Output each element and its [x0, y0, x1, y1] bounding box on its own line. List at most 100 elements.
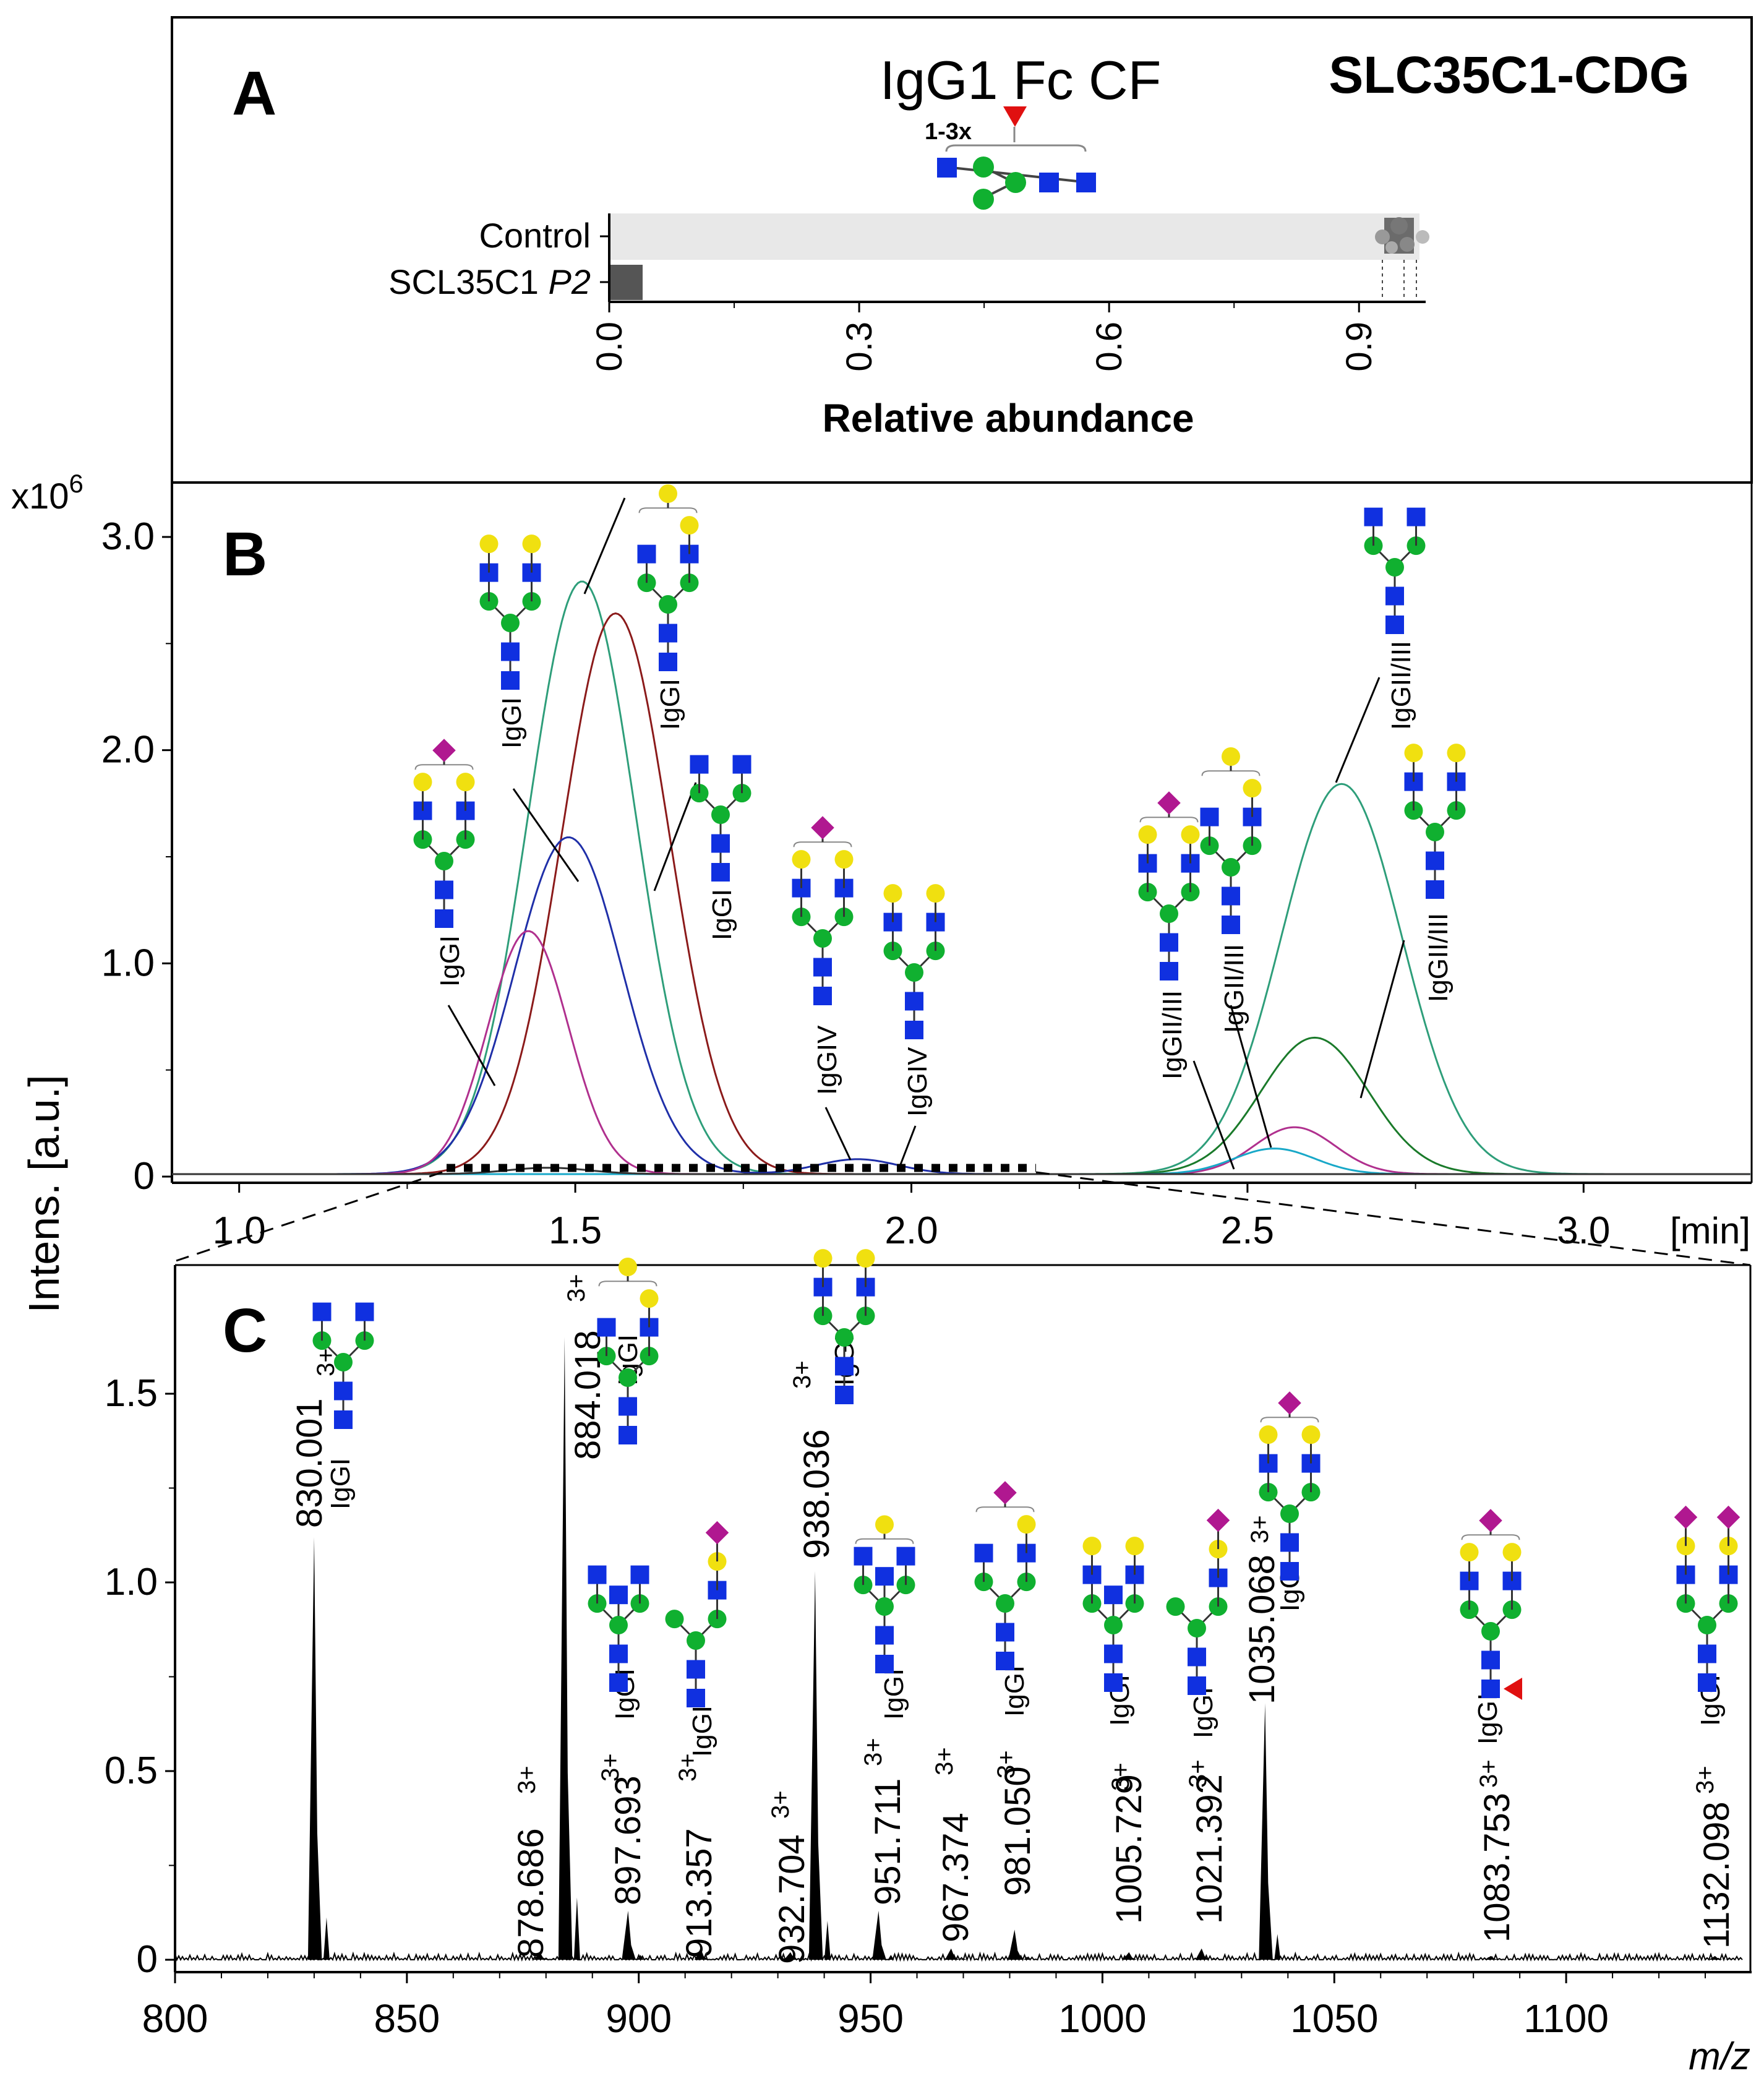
panel-c-glycan-icons: [312, 1249, 1740, 1707]
c-isotope-9: [1024, 1957, 1030, 1960]
c-isotope-11: [1210, 1959, 1217, 1960]
c-glycan-icon-7: [1082, 1537, 1144, 1692]
b-xtick-label-3: 2.5: [1221, 1209, 1274, 1252]
c-xtick-label-2: 900: [606, 1996, 672, 2041]
c-peak-label-12: 1035.068: [1242, 1555, 1282, 1704]
c-charge-label-6: 3+: [789, 1360, 816, 1389]
c-glycan-icon-1: [597, 1257, 659, 1444]
c-peak-3: [622, 1910, 636, 1960]
c-xtick-label-3: 950: [837, 1996, 904, 2041]
peak-subclass-labels: IgGI IgGI IgGI IgGI IgGIV IgGIV IgGII/II…: [435, 641, 1454, 1117]
c-ytick-label-0: 0: [137, 1938, 158, 1981]
c-peak-13: [1484, 1955, 1499, 1960]
c-peak-label-7: 951.711: [868, 1779, 908, 1905]
peak-label-b8: IgGII/III: [1219, 944, 1249, 1033]
c-isotope-10: [1138, 1959, 1145, 1960]
c-peak-0: [307, 1537, 322, 1960]
panel-a-frame: [171, 16, 1753, 484]
c-isotope-14: [1724, 1959, 1731, 1960]
c-subclass-label-9: IgGI: [1000, 1665, 1030, 1717]
c-charge-label-2: 3+: [563, 1274, 590, 1302]
c-glycan-icon-6: [974, 1481, 1036, 1670]
c-xtick-label-5: 1050: [1290, 1996, 1378, 2041]
c-peak-4: [694, 1948, 709, 1960]
a-tick-label-0: 0.0: [589, 322, 630, 372]
c-isotope-12: [1274, 1934, 1281, 1960]
c-charge-label-4: 3+: [674, 1753, 701, 1782]
glycan-multiplicity: 1-3x: [925, 119, 972, 145]
c-glycan-icon-0: [312, 1302, 374, 1429]
c-peak-11: [1195, 1948, 1210, 1960]
panel-c-x-ticks: 800 850 900 950 1000 1050 1100: [142, 1972, 1706, 2041]
c-isotope-7: [888, 1955, 894, 1960]
panel-a-title: IgG1 Fc CF: [880, 49, 1162, 111]
c-glycan-icon-3: [665, 1521, 729, 1707]
peak-label-b10: IgGII/III: [1423, 913, 1454, 1002]
c-peak-10: [1123, 1952, 1137, 1960]
b-glycan-icon-4: [792, 816, 854, 1005]
b-glycan-icon-1: [479, 534, 541, 690]
panel-b-unit: [min]: [1670, 1210, 1750, 1251]
c-peak-label-14: 1132.098: [1697, 1801, 1737, 1949]
c-peak-7: [872, 1910, 886, 1960]
c-subclass-label-13: IgGI: [1473, 1693, 1503, 1744]
c-peak-label-13: 1083.753: [1477, 1793, 1517, 1942]
peak-label-b1: IgGI: [435, 935, 465, 987]
b-ytick-label-2: 2.0: [101, 729, 155, 771]
panel-b-x-ticks: 1.0 1.5 2.0 2.5 3.0: [213, 1183, 1610, 1252]
b-ytick-label-3: 3.0: [101, 515, 155, 558]
c-glycan-icon-8: [1166, 1508, 1230, 1695]
panel-a-xlabel: Relative abundance: [822, 396, 1194, 440]
c-peak-label-5: 932.704: [772, 1834, 812, 1964]
b-glycan-icon-9: [1404, 744, 1466, 899]
c-peak-label-11: 1021.392: [1189, 1774, 1230, 1924]
peak-label-b4: IgGI: [707, 889, 737, 940]
panel-a-x-ticks: 0.0 0.3 0.6 0.9: [589, 302, 1379, 372]
b-ytick-label-0: 0: [134, 1155, 155, 1198]
panel-c-y-ticks: 0 0.5 1.0 1.5: [105, 1372, 175, 1981]
c-ytick-label-2: 1.0: [105, 1561, 158, 1603]
panel-a-letter: A: [232, 59, 276, 128]
c-glycan-icon-4: [813, 1249, 875, 1404]
c-isotope-13: [1500, 1959, 1507, 1960]
b-xtick-label-4: 3.0: [1557, 1209, 1610, 1252]
c-noise-trace: [174, 1951, 1743, 1962]
c-isotope-8: [960, 1959, 967, 1960]
panel-b-multiplier-exp: 6: [69, 469, 83, 498]
peak-label-b7: IgGII/III: [1157, 990, 1188, 1079]
peak-label-b5: IgGIV: [812, 1025, 842, 1095]
b-trace-4: [172, 1036, 1750, 1175]
b-xtick-label-1: 1.5: [549, 1209, 602, 1252]
c-peak-label-9: 981.050: [998, 1766, 1038, 1896]
c-charge-label-7: 3+: [860, 1738, 887, 1766]
c-glycan-icon-11: [1674, 1505, 1740, 1692]
a-tick-label-3: 0.9: [1339, 322, 1379, 372]
panel-c-letter: C: [223, 1296, 267, 1365]
panel-b-glycan-icons: [413, 484, 1466, 1039]
panel-b-multiplier-base: x10: [11, 476, 69, 517]
b-glycan-icon-2: [637, 484, 699, 671]
b-trace-1: [172, 612, 1750, 1175]
bar-label-patient-id: P2: [549, 262, 591, 301]
c-isotope-3: [637, 1955, 644, 1960]
bar-label-control: Control: [479, 216, 591, 255]
bar-label-patient: SCL35C1 P2: [388, 262, 591, 301]
peak-label-b3: IgGI: [655, 679, 685, 730]
a-tick-label-1: 0.3: [839, 322, 880, 372]
panel-c-baseline-noise: [174, 1951, 1743, 1962]
c-subclass-label-11: IgGI: [1188, 1687, 1218, 1738]
c-isotope-6: [824, 1921, 831, 1960]
c-charge-label-3: 3+: [597, 1753, 624, 1782]
c-isotope-4: [709, 1959, 716, 1960]
c-peak-label-0: 830.001: [289, 1398, 330, 1528]
c-peak-9: [1008, 1929, 1022, 1960]
panel-b: x106 B 01.02.03.0 1.0 1.5 2.0 2.5 3.0 [min] …: [11, 469, 1753, 1252]
shared-ylabel: Intens. [a.u.]: [20, 1075, 68, 1313]
b-xtick-label-2: 2.0: [884, 1209, 938, 1252]
c-charge-label-10: 3+: [1107, 1762, 1134, 1791]
zoom-connectors: [176, 1171, 1751, 1266]
b-trace-3: [172, 930, 1750, 1175]
c-charge-label-9: 3+: [993, 1750, 1020, 1779]
c-isotope-0: [323, 1917, 330, 1960]
c-xtick-label-6: 1100: [1523, 1996, 1609, 2041]
